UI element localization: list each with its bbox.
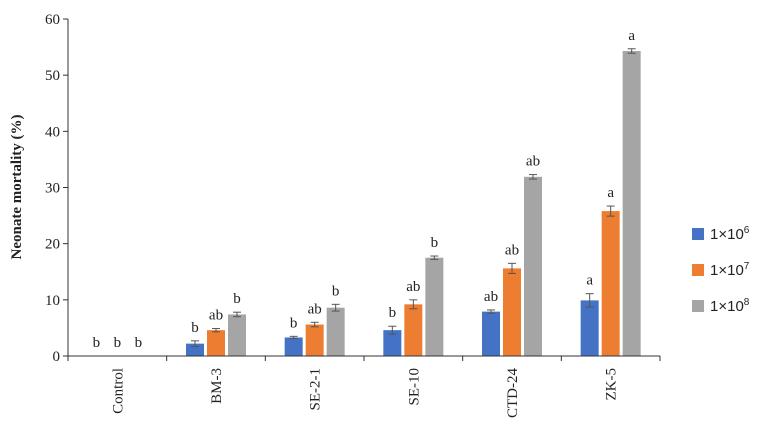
- significance-label: b: [191, 320, 199, 336]
- legend-entry-base: 1×10: [710, 226, 744, 243]
- bar: [622, 51, 641, 356]
- bar: [228, 314, 246, 356]
- bar: [524, 176, 542, 356]
- significance-label: a: [586, 273, 593, 289]
- significance-label: ab: [484, 289, 498, 305]
- significance-label: ab: [526, 154, 540, 170]
- x-tick-label: SE-2-1: [308, 368, 324, 411]
- significance-label: b: [114, 335, 122, 351]
- legend-entry: 1×107: [710, 261, 750, 279]
- x-tick-label: Control: [110, 368, 126, 414]
- legend-entry: 1×108: [710, 297, 750, 315]
- y-tick-label: 30: [45, 181, 60, 197]
- significance-label: b: [332, 283, 340, 299]
- significance-label: a: [628, 28, 635, 44]
- x-tick-label: BM-3: [209, 368, 225, 404]
- significance-label: b: [233, 291, 241, 307]
- x-tick-label: SE-10: [406, 368, 422, 406]
- y-tick-label: 40: [45, 124, 60, 140]
- y-tick-label: 10: [45, 293, 60, 309]
- y-axis-label: Neonate mortality (%): [9, 115, 25, 260]
- legend-entry-exponent: 7: [744, 261, 750, 272]
- legend-swatch: [692, 264, 704, 276]
- bar: [305, 324, 324, 356]
- significance-label: b: [93, 335, 101, 351]
- legend-entry-base: 1×10: [710, 262, 744, 279]
- bar: [383, 330, 402, 356]
- y-axis: 0 10 20 30 40 50 60: [45, 12, 69, 365]
- bar: [186, 343, 204, 356]
- significance-label: a: [607, 185, 614, 201]
- significance-label: ab: [406, 279, 420, 295]
- bar: [404, 304, 423, 356]
- bar: [503, 268, 521, 356]
- x-axis: Control BM-3 SE-2-1 SE-10 CTD-24 ZK-5: [67, 355, 661, 418]
- legend-entry-base: 1×10: [710, 298, 744, 315]
- x-tick-label: CTD-24: [505, 368, 521, 418]
- significance-label: ab: [308, 301, 322, 317]
- legend-swatch: [692, 228, 704, 240]
- significance-label: ab: [209, 307, 223, 323]
- legend-entry: 1×106: [710, 225, 750, 243]
- significance-label: b: [290, 315, 298, 331]
- bar: [284, 337, 303, 356]
- significance-label: b: [135, 335, 143, 351]
- legend-entry-exponent: 6: [744, 225, 750, 236]
- y-tick-label: 60: [45, 12, 60, 28]
- y-tick-label: 50: [45, 68, 60, 84]
- significance-label: b: [389, 305, 397, 321]
- legend-entry-exponent: 8: [744, 297, 750, 308]
- legend-swatch: [692, 300, 704, 312]
- significance-label: b: [431, 235, 439, 251]
- bar: [425, 257, 444, 356]
- y-tick-label: 0: [53, 349, 61, 365]
- bar: [482, 311, 500, 356]
- bar: [580, 300, 599, 356]
- significance-label: ab: [505, 242, 519, 258]
- bar: [601, 211, 620, 356]
- y-tick-label: 20: [45, 237, 60, 253]
- bars: [186, 48, 641, 356]
- bar: [326, 307, 345, 356]
- bar: [207, 330, 225, 356]
- x-tick-label: ZK-5: [604, 368, 620, 401]
